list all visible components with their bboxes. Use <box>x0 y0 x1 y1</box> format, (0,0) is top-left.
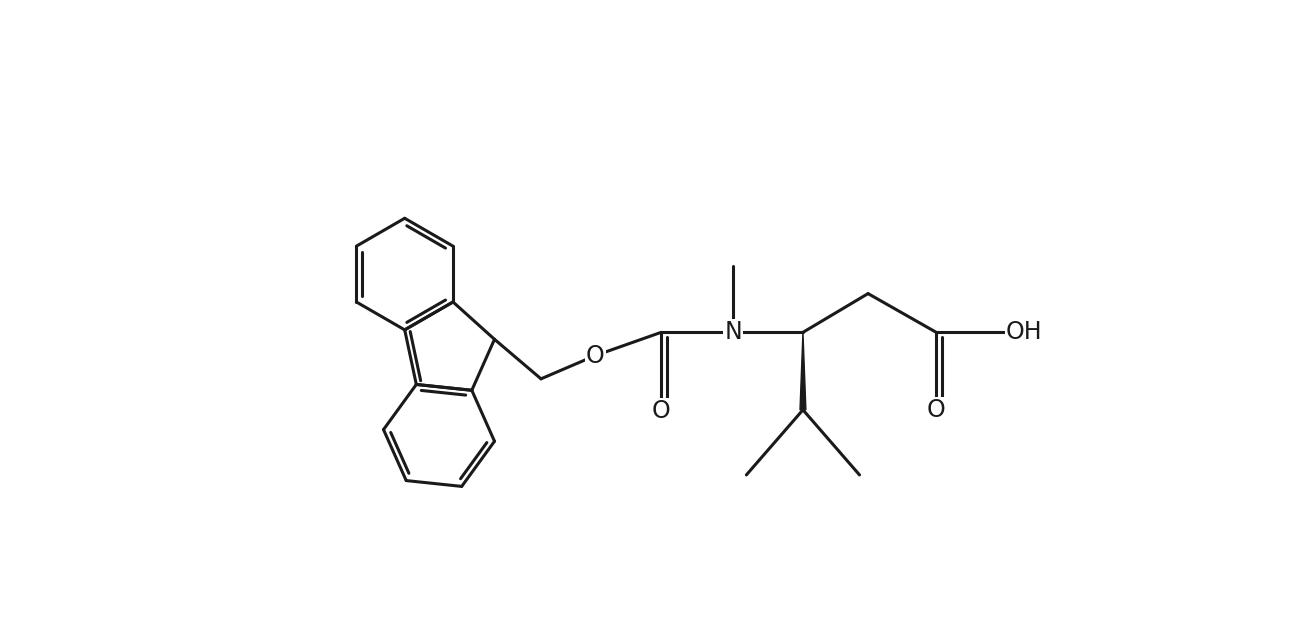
Polygon shape <box>800 332 806 410</box>
Text: O: O <box>586 344 605 368</box>
Text: O: O <box>928 398 946 422</box>
Text: O: O <box>651 399 671 423</box>
Text: N: N <box>724 320 742 344</box>
Text: OH: OH <box>1006 320 1042 344</box>
